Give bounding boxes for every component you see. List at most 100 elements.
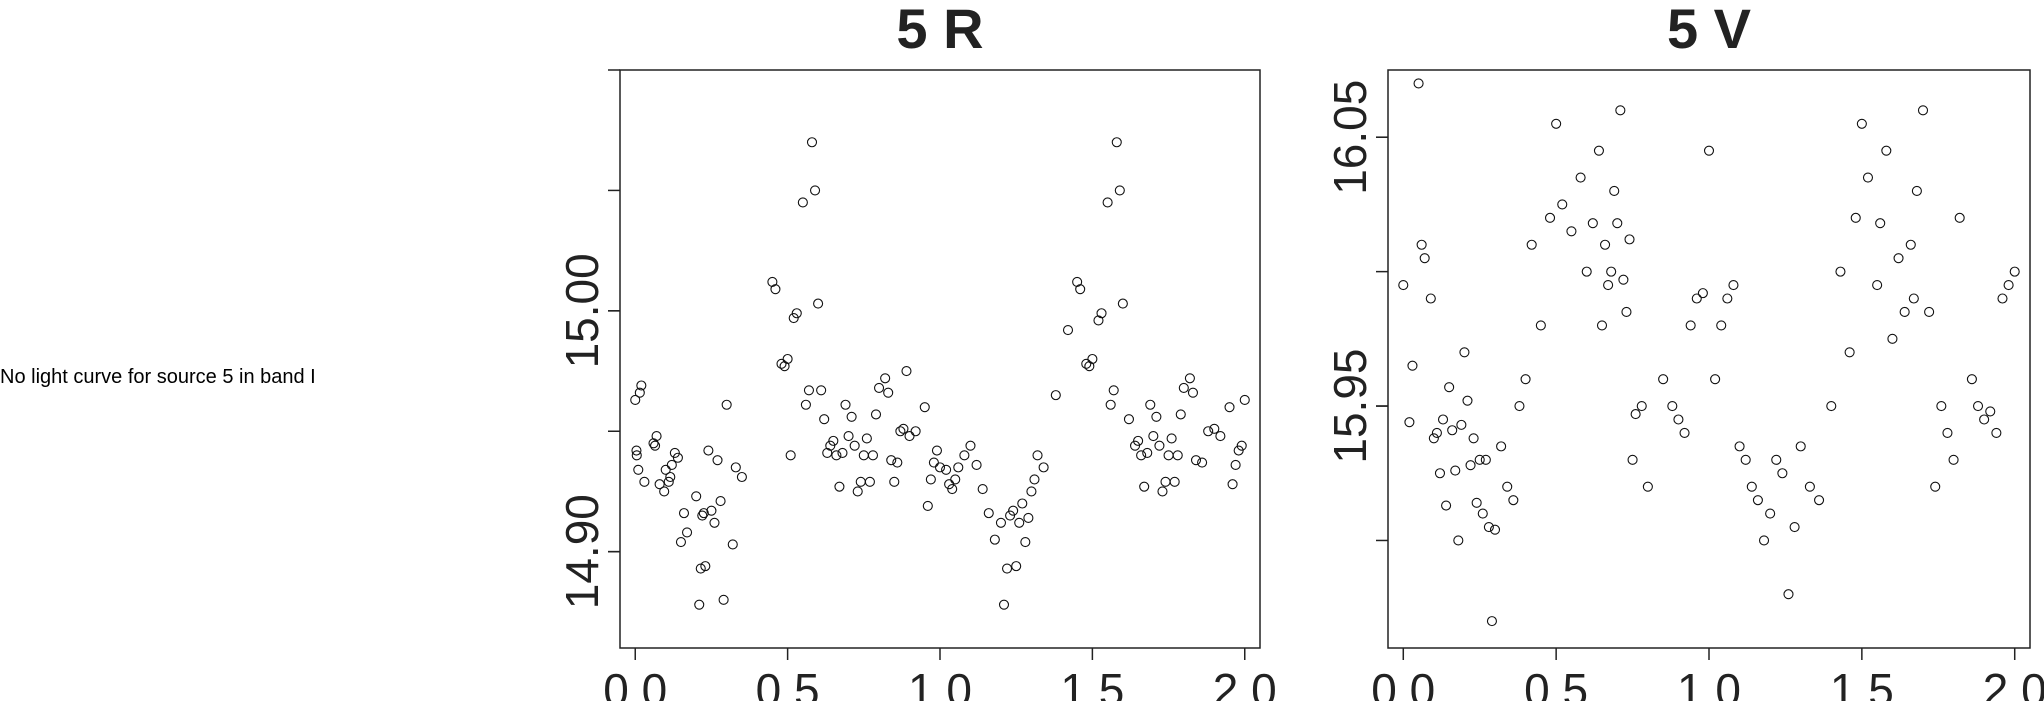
data-point bbox=[1972, 400, 1984, 412]
data-point bbox=[1169, 476, 1180, 487]
data-point bbox=[697, 510, 708, 521]
data-point bbox=[1740, 454, 1751, 465]
data-point bbox=[1621, 306, 1632, 318]
data-point bbox=[1728, 280, 1739, 291]
data-point bbox=[1783, 589, 1794, 600]
data-point bbox=[931, 445, 943, 456]
data-point bbox=[1587, 218, 1598, 229]
data-point bbox=[665, 471, 676, 483]
x-tick-label: 2.0 bbox=[1213, 664, 1277, 701]
data-point bbox=[776, 358, 787, 369]
data-point bbox=[1642, 481, 1653, 492]
data-point bbox=[1084, 361, 1095, 372]
data-point bbox=[1526, 239, 1537, 250]
data-point bbox=[2009, 266, 2020, 277]
data-point bbox=[1462, 395, 1473, 406]
data-point bbox=[1236, 440, 1247, 451]
data-point bbox=[995, 517, 1007, 528]
data-point bbox=[1856, 118, 1867, 129]
data-point bbox=[694, 599, 705, 610]
data-point bbox=[1630, 409, 1641, 420]
data-point bbox=[1215, 431, 1226, 442]
data-point bbox=[947, 483, 958, 495]
data-point bbox=[681, 527, 693, 538]
data-point bbox=[819, 414, 830, 425]
data-point bbox=[1486, 616, 1497, 627]
data-point bbox=[934, 462, 946, 473]
data-point bbox=[1948, 454, 1959, 465]
data-point bbox=[1471, 497, 1482, 508]
data-point bbox=[1011, 561, 1022, 572]
data-point bbox=[1862, 172, 1874, 183]
data-point bbox=[873, 382, 885, 393]
data-point bbox=[1746, 481, 1757, 492]
data-point bbox=[950, 474, 961, 485]
data-point bbox=[654, 479, 665, 490]
data-point bbox=[2003, 280, 2014, 291]
data-point bbox=[895, 426, 906, 437]
data-point bbox=[1917, 105, 1929, 116]
data-point bbox=[709, 517, 720, 528]
data-point bbox=[672, 452, 683, 463]
data-point bbox=[727, 539, 738, 550]
data-point bbox=[1447, 425, 1458, 436]
data-point bbox=[1899, 306, 1910, 318]
data-point bbox=[779, 361, 790, 372]
data-point bbox=[1175, 409, 1186, 420]
data-point bbox=[721, 399, 732, 410]
y-tick-label: 16.05 bbox=[1324, 80, 1376, 195]
data-point bbox=[925, 474, 936, 485]
data-point bbox=[715, 496, 726, 507]
data-point bbox=[1566, 226, 1577, 237]
data-point bbox=[1777, 468, 1788, 479]
data-point bbox=[1014, 517, 1025, 528]
x-tick-label: 2.0 bbox=[1983, 664, 2044, 701]
data-point bbox=[959, 450, 970, 461]
data-point bbox=[1172, 450, 1183, 461]
data-point bbox=[1924, 306, 1935, 318]
data-point bbox=[1936, 400, 1947, 412]
data-point bbox=[1166, 433, 1177, 444]
data-point bbox=[889, 476, 900, 487]
data-point bbox=[852, 486, 863, 497]
data-point bbox=[883, 387, 894, 398]
data-point bbox=[631, 450, 642, 461]
data-point bbox=[1026, 486, 1037, 497]
data-point bbox=[1203, 426, 1214, 437]
data-point bbox=[898, 423, 909, 434]
data-point bbox=[861, 433, 872, 444]
data-point bbox=[1826, 400, 1837, 412]
x-tick-label: 1.5 bbox=[1830, 664, 1894, 701]
data-point bbox=[1111, 137, 1122, 148]
data-point bbox=[1911, 185, 1922, 197]
data-point bbox=[767, 276, 778, 287]
data-point bbox=[636, 380, 647, 391]
data-point bbox=[1441, 500, 1452, 511]
data-point bbox=[1844, 347, 1855, 358]
chart-title: 5 V bbox=[1667, 0, 1751, 60]
data-point bbox=[1230, 459, 1241, 471]
data-point bbox=[1160, 476, 1171, 487]
data-point bbox=[1465, 460, 1476, 471]
data-point bbox=[1514, 400, 1525, 412]
data-point bbox=[1163, 450, 1174, 461]
data-point bbox=[698, 508, 709, 519]
data-point bbox=[1789, 521, 1800, 533]
data-point bbox=[633, 464, 644, 475]
data-point bbox=[1814, 495, 1825, 506]
data-point bbox=[1930, 481, 1941, 492]
data-point bbox=[809, 185, 821, 196]
data-point bbox=[1434, 468, 1446, 479]
data-point bbox=[1151, 411, 1162, 422]
x-tick-label: 0.0 bbox=[603, 664, 667, 701]
data-point bbox=[1697, 288, 1708, 299]
data-point bbox=[1716, 320, 1727, 331]
panel-v: 5 V 0.0 0.5 1.0 1.5 2.0 15.95 16.05 bbox=[1324, 0, 2044, 701]
data-point bbox=[1603, 280, 1614, 291]
data-point bbox=[1187, 387, 1199, 398]
data-point bbox=[1416, 239, 1427, 250]
data-point bbox=[718, 594, 729, 605]
data-point bbox=[1190, 455, 1202, 466]
data-point bbox=[910, 426, 921, 437]
data-point bbox=[953, 462, 964, 473]
